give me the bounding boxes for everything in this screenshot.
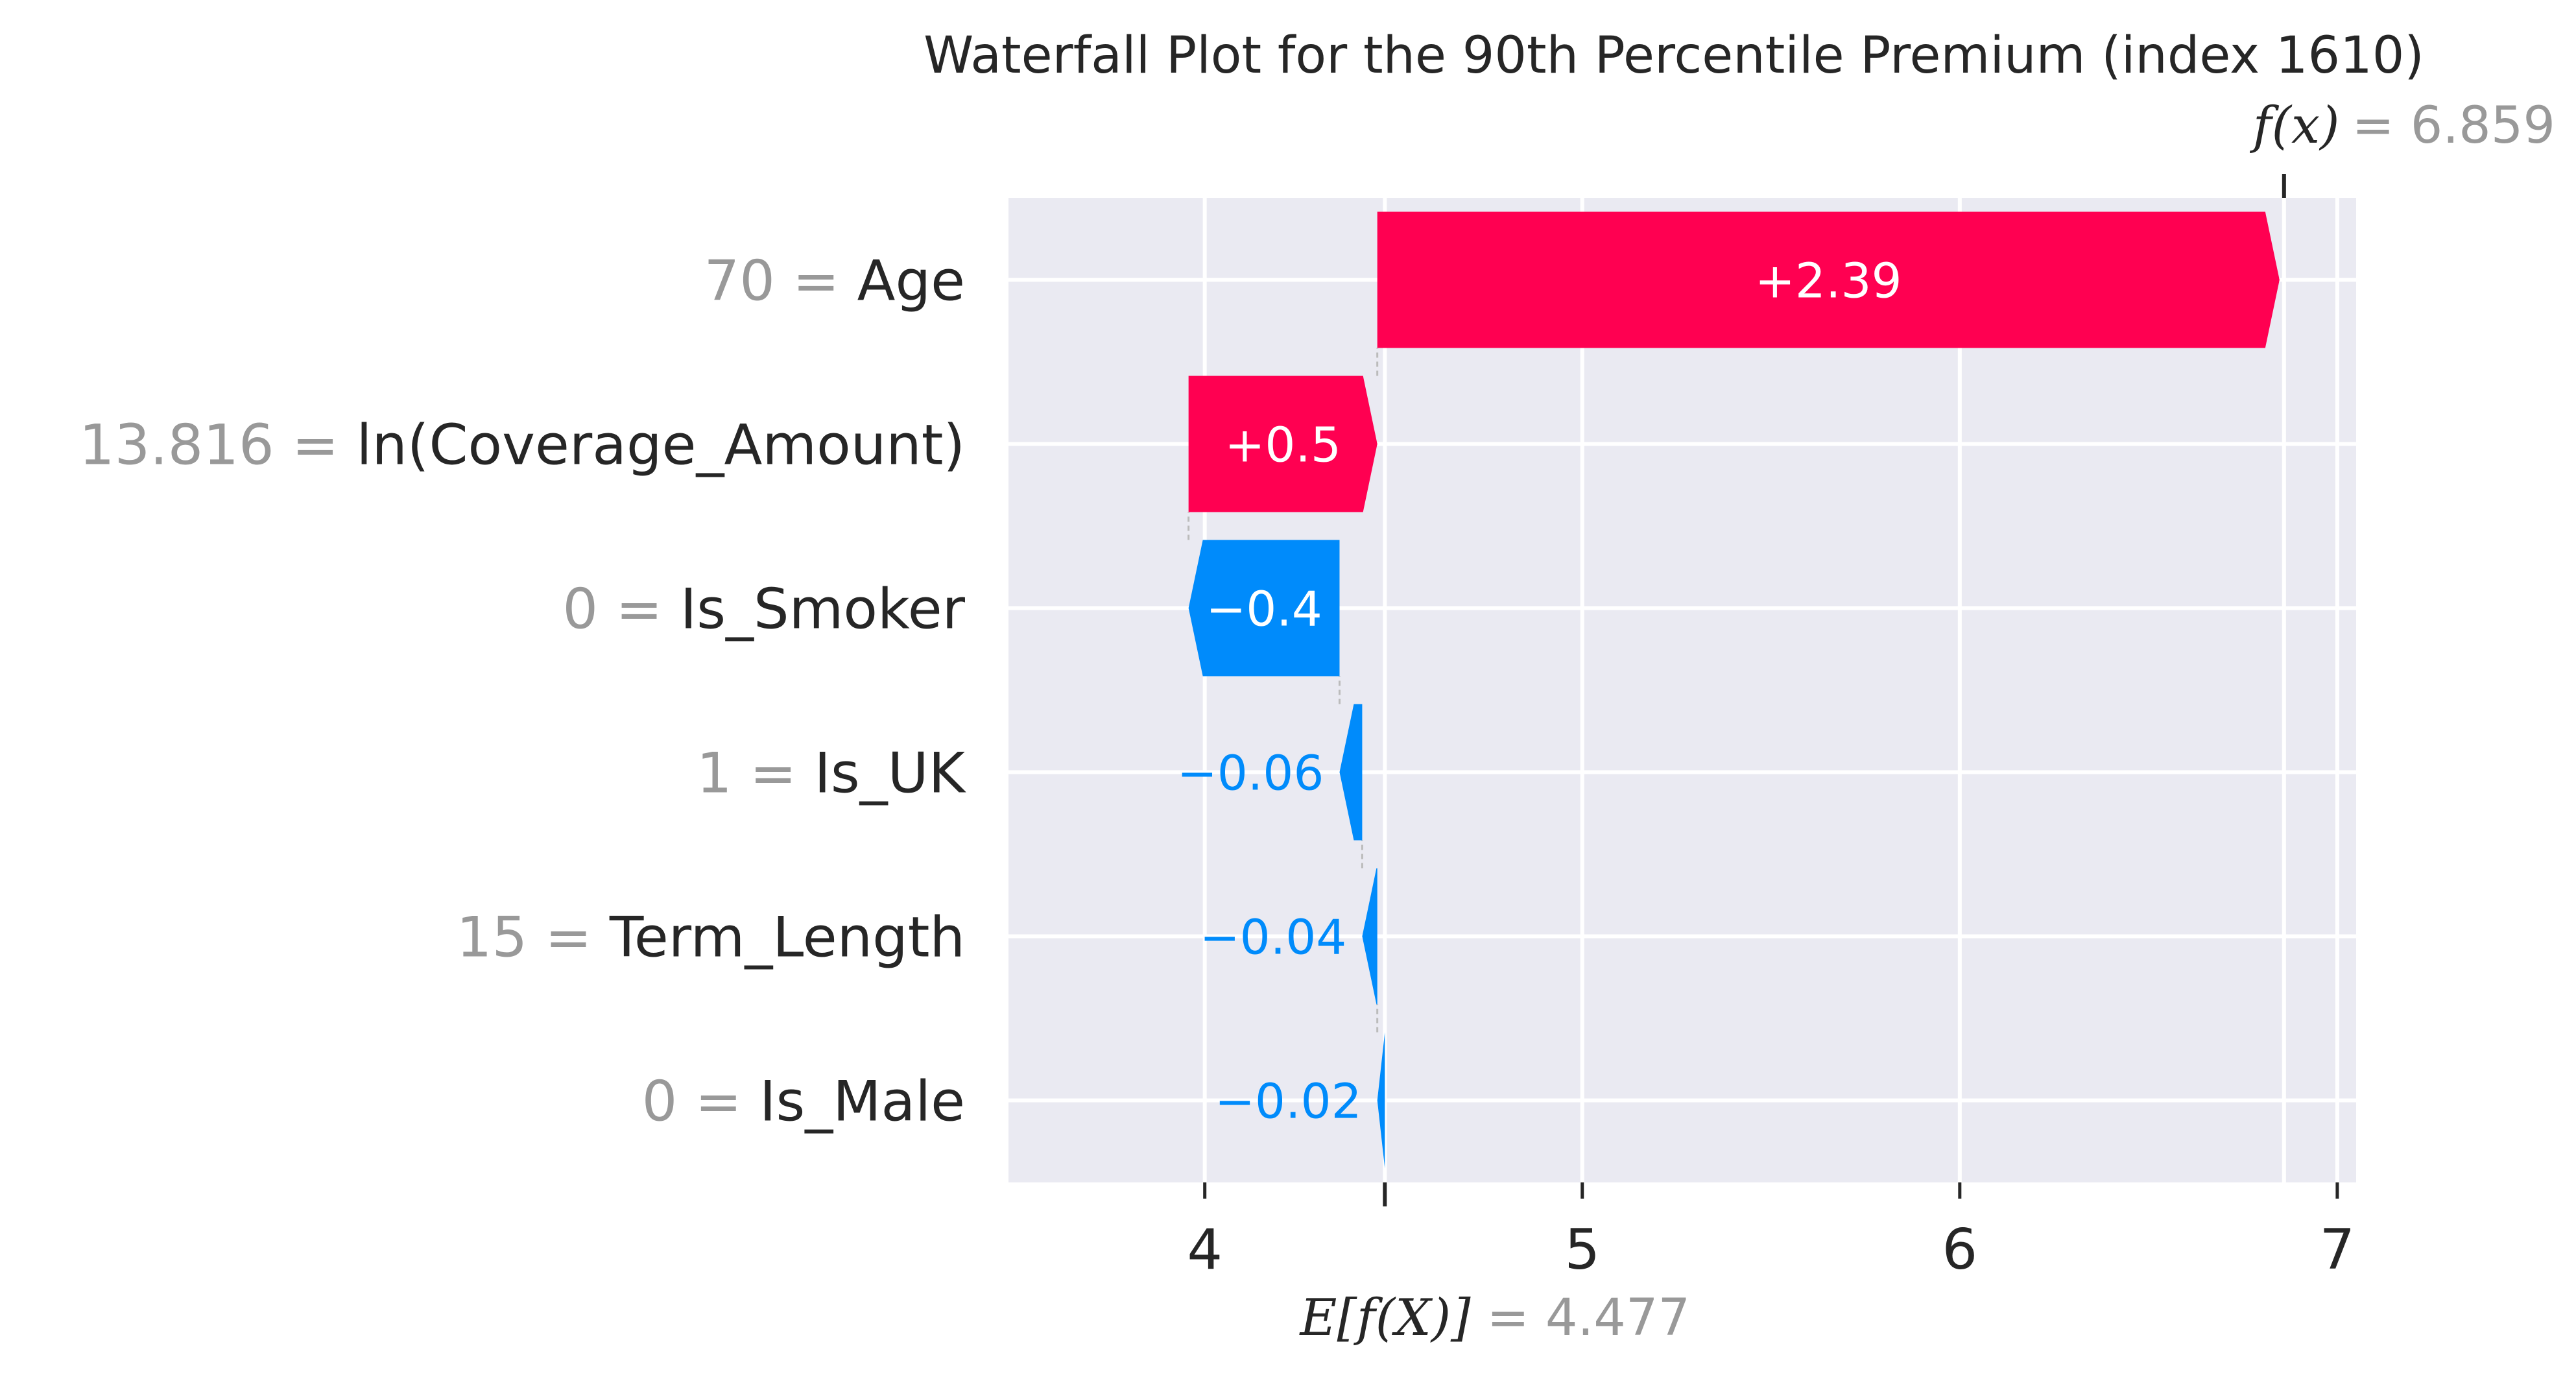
bar-value-label: −0.4	[1206, 582, 1322, 638]
grid-lines	[1008, 198, 2356, 1182]
output-annotation: f(x) = 6.859	[2250, 97, 2555, 155]
feature-name: Is_UK	[814, 741, 966, 806]
base-annotation: E[f(X)] = 4.477	[1299, 1289, 1691, 1347]
output-math-label: f(x)	[2250, 97, 2340, 155]
feature-value: 1 =	[697, 741, 814, 806]
plot-area	[1008, 198, 2356, 1182]
feature-name: Is_Male	[759, 1070, 965, 1134]
feature-label: 15 = Term_Length	[457, 905, 965, 970]
feature-value: 13.816 =	[79, 413, 357, 478]
feature-value: 15 =	[457, 905, 610, 970]
waterfall-bar	[1188, 540, 1340, 677]
x-tick-label: 4	[1187, 1217, 1222, 1282]
bar-value-label: −0.04	[1200, 910, 1347, 966]
feature-value: 70 =	[704, 249, 857, 314]
bar-value-label: +2.39	[1755, 254, 1902, 309]
bar-value-label: −0.02	[1215, 1074, 1362, 1130]
feature-label: 0 = Is_Male	[642, 1070, 965, 1134]
waterfall-bar	[1362, 868, 1377, 1005]
bars: +2.39 +0.5 −0.4 −0.06 −0.04 −0.02	[1177, 211, 2280, 1169]
bar-value-label: −0.06	[1177, 746, 1324, 802]
base-math-label: E[f(X)]	[1299, 1289, 1472, 1347]
chart-title: Waterfall Plot for the 90th Percentile P…	[924, 27, 2424, 85]
base-value-label: = 4.477	[1487, 1289, 1690, 1347]
feature-labels: 70 = Age 13.816 = ln(Coverage_Amount) 0 = …	[79, 249, 967, 1134]
feature-label: 0 = Is_Smoker	[562, 577, 965, 642]
feature-value: 0 =	[642, 1070, 759, 1134]
waterfall-bar	[1339, 704, 1363, 841]
feature-label: 13.816 = ln(Coverage_Amount)	[79, 413, 965, 478]
bar-value-label: +0.5	[1224, 418, 1341, 473]
output-value-label: = 6.859	[2352, 97, 2555, 155]
feature-label: 1 = Is_UK	[697, 741, 967, 806]
x-tick-label: 7	[2320, 1217, 2355, 1282]
connector-lines	[1187, 348, 1379, 1033]
feature-name: Is_Smoker	[680, 577, 966, 642]
waterfall-bar	[1188, 376, 1377, 512]
feature-name: ln(Coverage_Amount)	[357, 413, 965, 478]
feature-label: 70 = Age	[704, 249, 965, 314]
x-tick-label: 6	[1942, 1217, 1977, 1282]
feature-name: Age	[857, 249, 965, 314]
feature-value: 0 =	[562, 577, 680, 642]
waterfall-bar	[1377, 1032, 1385, 1169]
x-axis-ticks: 4 5 6 7	[1187, 1182, 2355, 1282]
feature-name: Term_Length	[609, 905, 965, 970]
waterfall-bar	[1377, 211, 2280, 348]
x-tick-label: 5	[1564, 1217, 1600, 1282]
